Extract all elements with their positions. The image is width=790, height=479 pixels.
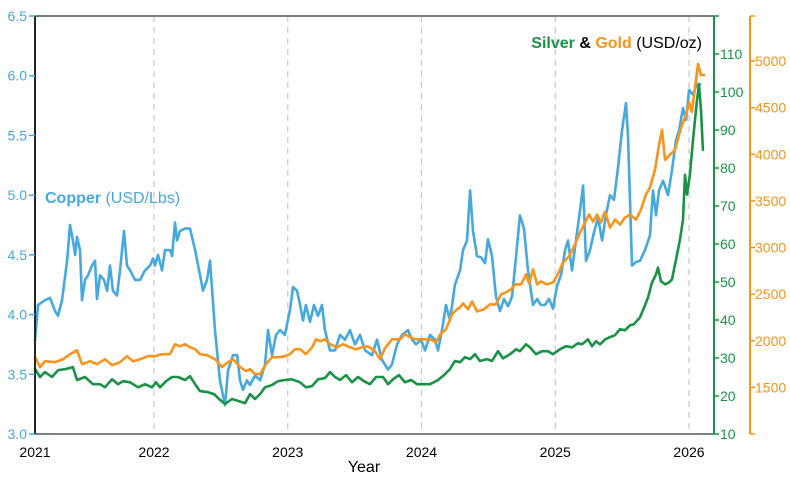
x-axis-label: Year [348, 459, 381, 476]
x-tick-label: 2024 [406, 444, 437, 460]
gridlines [153, 16, 690, 434]
x-tick-label: 2025 [540, 444, 571, 460]
copper-line [33, 82, 702, 407]
silver-tick-label: 20 [720, 388, 736, 404]
gold-tick-label: 2500 [755, 286, 786, 302]
gold-tick-label: 4000 [755, 146, 786, 162]
x-tick-label: 2022 [138, 444, 169, 460]
axes [34, 15, 751, 435]
copper-tick-label: 6.0 [8, 68, 28, 84]
silver-tick-label: 50 [720, 274, 736, 290]
copper-tick-label: 4.0 [8, 307, 28, 323]
copper-legend: Copper (USD/Lbs) [45, 190, 180, 207]
copper-legend-name: Copper [45, 190, 101, 207]
ticks: 2021 2022 2023 2024 2025 2026 3.0 3.5 4.0 4.5 5.0 5… [8, 8, 787, 460]
silver-tick-label: 10 [720, 426, 736, 442]
silver-tick-label: 70 [720, 198, 736, 214]
gold-tick-label: 1500 [755, 379, 786, 395]
gold-legend-name: Gold [595, 35, 631, 52]
silver-tick-label: 40 [720, 312, 736, 328]
gold-tick-label: 3000 [755, 240, 786, 256]
copper-tick-label: 4.5 [8, 247, 28, 263]
copper-tick-label: 5.0 [8, 187, 28, 203]
series-group [33, 62, 706, 407]
silver-gold-legend: Silver & Gold (USD/oz) [531, 35, 702, 52]
silver-gold-legend-unit: (USD/oz) [632, 35, 702, 52]
silver-tick-label: 100 [720, 84, 744, 100]
silver-tick-label: 110 [720, 46, 743, 62]
silver-tick-label: 90 [720, 122, 736, 138]
gold-tick-label: 5000 [755, 53, 786, 69]
silver-tick-label: 80 [720, 160, 736, 176]
silver-tick-label: 60 [720, 236, 736, 252]
x-tick-label: 2021 [19, 444, 50, 460]
gold-tick-label: 2000 [755, 333, 786, 349]
legend-ampersand: & [575, 35, 595, 52]
silver-line [33, 83, 705, 406]
silver-legend-name: Silver [531, 35, 575, 52]
gold-tick-label: 4500 [755, 100, 786, 116]
x-tick-label: 2026 [673, 444, 704, 460]
x-tick-label: 2023 [272, 444, 303, 460]
copper-legend-unit: (USD/Lbs) [101, 190, 180, 207]
copper-tick-label: 5.5 [8, 127, 28, 143]
gold-tick-label: 3500 [755, 193, 786, 209]
gold-line [33, 62, 706, 376]
copper-tick-label: 3.0 [8, 426, 28, 442]
copper-tick-label: 3.5 [8, 366, 28, 382]
copper-tick-label: 6.5 [8, 8, 28, 24]
silver-tick-label: 30 [720, 350, 736, 366]
